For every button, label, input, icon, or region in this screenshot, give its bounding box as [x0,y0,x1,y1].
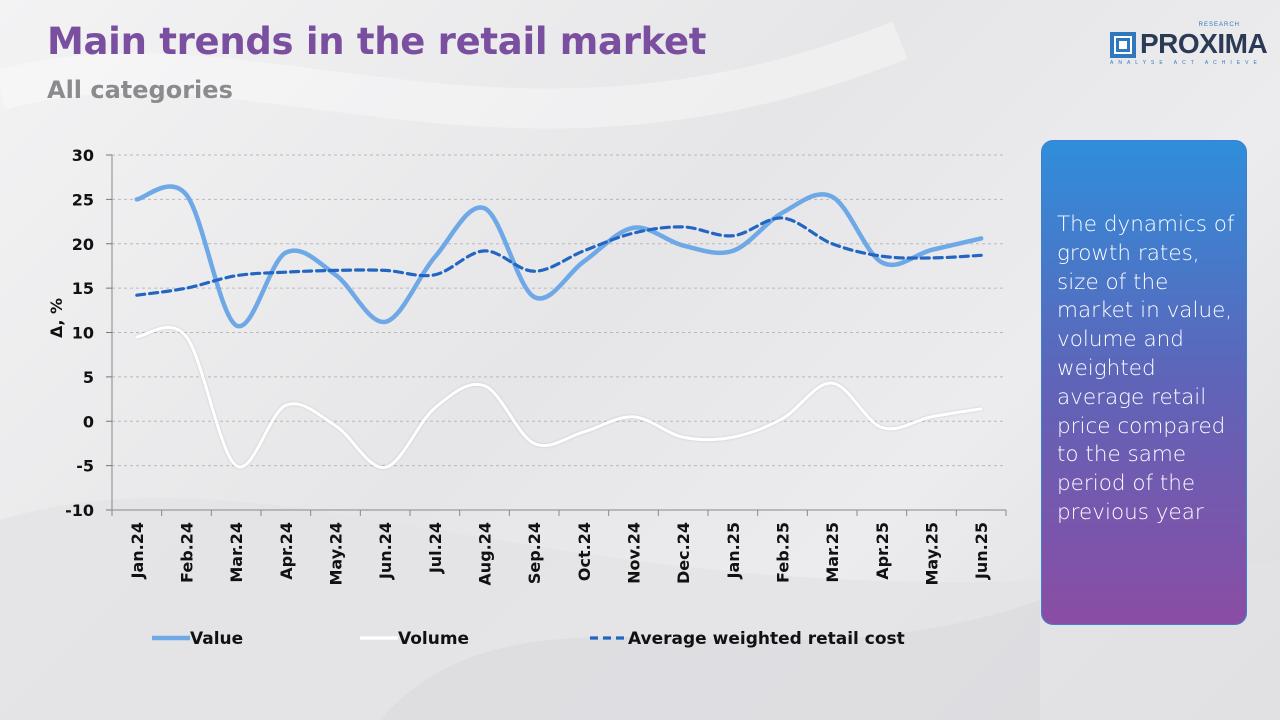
x-tick-label: Aug.24 [476,522,495,586]
x-tick-label: May.24 [327,522,346,586]
logo-research-text: RESEARCH [1198,22,1240,28]
series-line-volume [135,325,983,469]
y-tick-label: -5 [76,457,94,476]
y-axis-label: Δ, % [47,298,66,338]
x-axis-ticks: Jan.24 Feb.24 Mar.24 Apr.24 May.24 Jun.24 Jul.… [111,510,1007,586]
x-tick-label: Mar.24 [227,522,246,583]
proxima-logo: PROXIMA RESEARCH ANALYSE ACT ACHIEVE [1108,22,1268,70]
x-tick-label: Oct.24 [575,522,594,581]
y-tick-label: 15 [72,279,94,298]
page-title: Main trends in the retail market [47,20,707,63]
series-line-average-weighted-retail-cost [135,216,983,297]
x-tick-label: May.25 [923,522,942,586]
logo-mark-icon [1110,32,1136,58]
logo-tagline: ANALYSE ACT ACHIEVE [1110,60,1262,66]
legend-label-average-weighted-retail-cost: Average weighted retail cost [628,629,905,649]
x-tick-label: Feb.25 [774,522,793,583]
x-tick-label: Apr.25 [873,522,892,580]
legend-label-volume: Volume [398,629,469,649]
x-tick-label: Jul.24 [426,522,445,574]
x-tick-label: Nov.24 [625,522,644,584]
x-tick-label: Mar.25 [823,522,842,583]
chart-legend: Value Volume Average weighted retail cost [152,629,905,649]
logo-wordmark: PROXIMA [1140,28,1268,59]
x-tick-label: Feb.24 [178,522,197,583]
y-tick-label: 0 [83,412,94,431]
chart-series [134,184,984,469]
y-tick-label: -10 [65,501,94,520]
y-tick-label: 25 [72,190,94,209]
x-tick-label: Jan.25 [724,522,743,579]
page-subtitle: All categories [47,76,233,104]
x-tick-label: Jan.24 [128,522,147,579]
x-tick-label: Dec.24 [674,522,693,584]
x-tick-label: Jun.24 [376,522,395,580]
legend-label-value: Value [190,629,243,649]
x-tick-label: Apr.24 [277,522,296,580]
y-tick-label: 20 [72,235,94,254]
info-box-text: The dynamics of growth rates, size of th… [1057,212,1235,525]
chart-gridlines [112,154,1006,467]
x-tick-label: Sep.24 [525,522,544,584]
y-tick-label: 10 [72,324,94,343]
series-line-value [134,184,984,329]
info-box: The dynamics of growth rates, size of th… [1041,140,1247,625]
y-axis-ticks: -10 -5 0 5 10 15 20 25 30 [65,146,112,520]
y-tick-label: 5 [83,368,94,387]
y-tick-label: 30 [72,146,94,165]
x-tick-label: Jun.25 [972,522,991,580]
